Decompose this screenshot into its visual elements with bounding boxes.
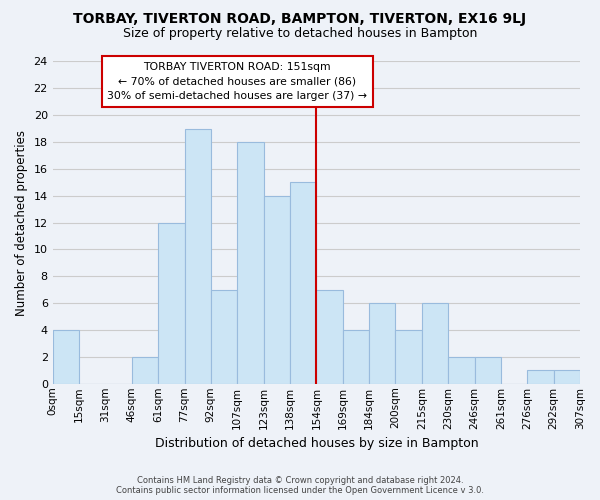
Bar <box>53 330 79 384</box>
Text: Size of property relative to detached houses in Bampton: Size of property relative to detached ho… <box>123 28 477 40</box>
Text: TORBAY, TIVERTON ROAD, BAMPTON, TIVERTON, EX16 9LJ: TORBAY, TIVERTON ROAD, BAMPTON, TIVERTON… <box>73 12 527 26</box>
Bar <box>448 357 475 384</box>
X-axis label: Distribution of detached houses by size in Bampton: Distribution of detached houses by size … <box>155 437 478 450</box>
Y-axis label: Number of detached properties: Number of detached properties <box>15 130 28 316</box>
Bar <box>527 370 554 384</box>
Bar <box>475 357 501 384</box>
Bar <box>185 128 211 384</box>
Bar <box>395 330 422 384</box>
Bar <box>422 303 448 384</box>
Bar <box>343 330 369 384</box>
Bar <box>290 182 316 384</box>
Bar <box>369 303 395 384</box>
Bar <box>158 222 185 384</box>
Bar <box>316 290 343 384</box>
Bar <box>237 142 263 384</box>
Text: Contains HM Land Registry data © Crown copyright and database right 2024.
Contai: Contains HM Land Registry data © Crown c… <box>116 476 484 495</box>
Bar <box>554 370 580 384</box>
Bar <box>263 196 290 384</box>
Bar <box>132 357 158 384</box>
Text: TORBAY TIVERTON ROAD: 151sqm
← 70% of detached houses are smaller (86)
30% of se: TORBAY TIVERTON ROAD: 151sqm ← 70% of de… <box>107 62 367 102</box>
Bar <box>211 290 237 384</box>
